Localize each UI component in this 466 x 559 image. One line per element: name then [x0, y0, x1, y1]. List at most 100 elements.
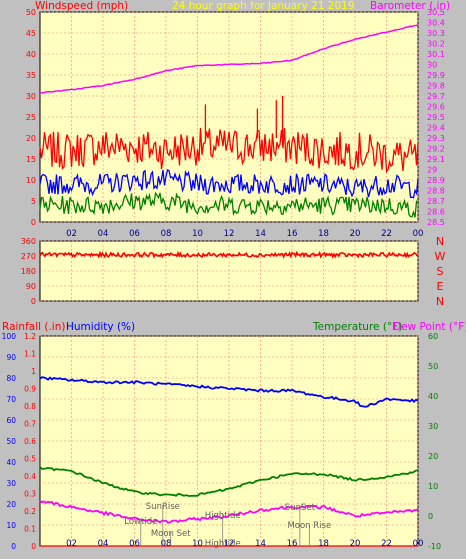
barometer-tick-label: 30.5 — [427, 8, 445, 17]
x-tick-label: 02 — [66, 229, 77, 239]
humidity-tick-label: 0 — [11, 542, 16, 551]
barometer-tick-label: 30 — [427, 61, 437, 70]
windspeed-tick-label: 30 — [26, 92, 36, 101]
windspeed-tick-label: 35 — [26, 71, 36, 80]
rainfall-tick-label: 0.1 — [24, 525, 36, 534]
barometer-tick-label: 30.2 — [427, 40, 445, 49]
windspeed-tick-label: 10 — [26, 176, 36, 185]
temperature-tick-label: 50 — [428, 362, 438, 371]
rainfall-tick-label: 0.2 — [24, 507, 36, 516]
rainfall-tick-label: 1 — [31, 367, 36, 376]
windspeed-tick-label: 50 — [26, 8, 36, 17]
humidity-axis-label: Humidity (%) — [66, 321, 135, 333]
barometer-tick-label: 28.9 — [427, 176, 445, 185]
barometer-axis-label: Barometer (.in) — [370, 0, 450, 12]
rainfall-tick-label: 0.4 — [24, 472, 36, 481]
x-tick-label: 12 — [224, 539, 235, 549]
barometer-tick-label: 29.5 — [427, 113, 445, 122]
hightide-marker: Hightide — [205, 539, 241, 549]
wind-direction-series — [39, 250, 419, 259]
compass-label: E — [437, 280, 444, 293]
barometer-tick-label: 29.3 — [427, 134, 445, 143]
rainfall-tick-label: 1.1 — [24, 350, 36, 359]
compass-label: N — [436, 295, 444, 308]
windspeed-axis-label: Windspeed (mph) — [35, 0, 128, 12]
wind-low-series — [39, 191, 419, 218]
temperature-tick-label: 60 — [428, 332, 438, 341]
rainfall-tick-label: 0.9 — [24, 385, 36, 394]
x-tick-label: 20 — [350, 229, 361, 239]
rainfall-tick-label: 0.6 — [24, 437, 36, 446]
x-tick-label: 10 — [192, 229, 203, 239]
x-tick-label: 08 — [161, 229, 172, 239]
x-tick-label: 16 — [287, 539, 298, 549]
rainfall-tick-label: 0.3 — [24, 490, 36, 499]
x-tick-label: 04 — [98, 539, 109, 549]
barometer-tick-label: 30.1 — [427, 50, 445, 59]
x-tick-label: 00 — [413, 539, 424, 549]
direction-tick-label: 360 — [21, 237, 36, 246]
wind-average-series — [39, 169, 419, 199]
direction-tick-label: 0 — [31, 297, 36, 306]
humidity-tick-label: 50 — [6, 437, 16, 446]
barometer-tick-label: 29 — [427, 166, 437, 175]
sunrise-marker: SunRise — [146, 502, 180, 512]
x-tick-label: 10 — [192, 539, 203, 549]
compass-label: S — [437, 265, 444, 278]
hightide-marker: Hightide — [205, 511, 241, 521]
moon-set-marker: Moon Set — [151, 529, 191, 539]
grid-lines — [40, 11, 419, 547]
x-tick-label: 16 — [287, 229, 298, 239]
barometer-tick-label: 29.2 — [427, 145, 445, 154]
barometer-tick-label: 29.7 — [427, 92, 445, 101]
direction-tick-label: 270 — [21, 252, 36, 261]
barometer-tick-label: 28.7 — [427, 197, 445, 206]
direction-tick-label: 90 — [26, 282, 36, 291]
x-tick-label: 14 — [255, 229, 266, 239]
temperature-tick-label: 0 — [428, 512, 433, 521]
barometer-series — [39, 24, 419, 94]
x-tick-label: 08 — [161, 539, 172, 549]
x-tick-label: 06 — [129, 229, 140, 239]
rainfall-tick-label: 1.2 — [24, 332, 36, 341]
temperature-tick-label: 30 — [428, 422, 438, 431]
windspeed-tick-label: 40 — [26, 50, 36, 59]
dew-point-series — [39, 500, 419, 524]
windspeed-tick-label: 5 — [31, 197, 36, 206]
windspeed-tick-label: 45 — [26, 29, 36, 38]
x-tick-label: 06 — [129, 539, 140, 549]
temperature-tick-label: -10 — [428, 542, 441, 551]
barometer-tick-label: 30.4 — [427, 19, 445, 28]
humidity-tick-label: 10 — [6, 521, 16, 530]
temperature-tick-label: 20 — [428, 452, 438, 461]
humidity-tick-label: 90 — [6, 353, 16, 362]
rainfall-tick-label: 0.7 — [24, 420, 36, 429]
date-title: 24 hour graph for January 21 2019 — [172, 0, 355, 12]
windspeed-tick-label: 0 — [31, 218, 36, 227]
windspeed-tick-label: 15 — [26, 155, 36, 164]
barometer-tick-label: 29.8 — [427, 82, 445, 91]
compass-label: N — [436, 235, 444, 248]
temperature-series — [39, 466, 418, 497]
tick-labels: 0202040406060808101012121414161618182020… — [2, 8, 446, 551]
event-markers: SunRise Lowtide Moon Set Hightide Hightide Su… — [124, 502, 331, 549]
direction-tick-label: 180 — [21, 267, 36, 276]
dew-point-axis-label: Dew Point (°F) — [393, 321, 466, 333]
wind-gust-series — [39, 127, 419, 174]
barometer-tick-label: 29.4 — [427, 124, 445, 133]
barometer-tick-label: 29.6 — [427, 103, 445, 112]
barometer-tick-label: 28.6 — [427, 208, 445, 217]
barometer-tick-label: 28.5 — [427, 218, 445, 227]
x-tick-label: 12 — [224, 229, 235, 239]
rainfall-tick-label: 0 — [31, 542, 36, 551]
humidity-tick-label: 100 — [2, 332, 17, 341]
temperature-axis-label: Temperature (°F) — [312, 321, 402, 333]
x-tick-label: 00 — [413, 229, 424, 239]
barometer-tick-label: 29.1 — [427, 155, 445, 164]
humidity-tick-label: 60 — [6, 416, 16, 425]
x-tick-label: 20 — [350, 539, 361, 549]
rainfall-axis-label: Rainfall (.in) — [2, 321, 65, 333]
x-tick-label: 22 — [381, 229, 392, 239]
rainfall-tick-label: 0.8 — [24, 402, 36, 411]
